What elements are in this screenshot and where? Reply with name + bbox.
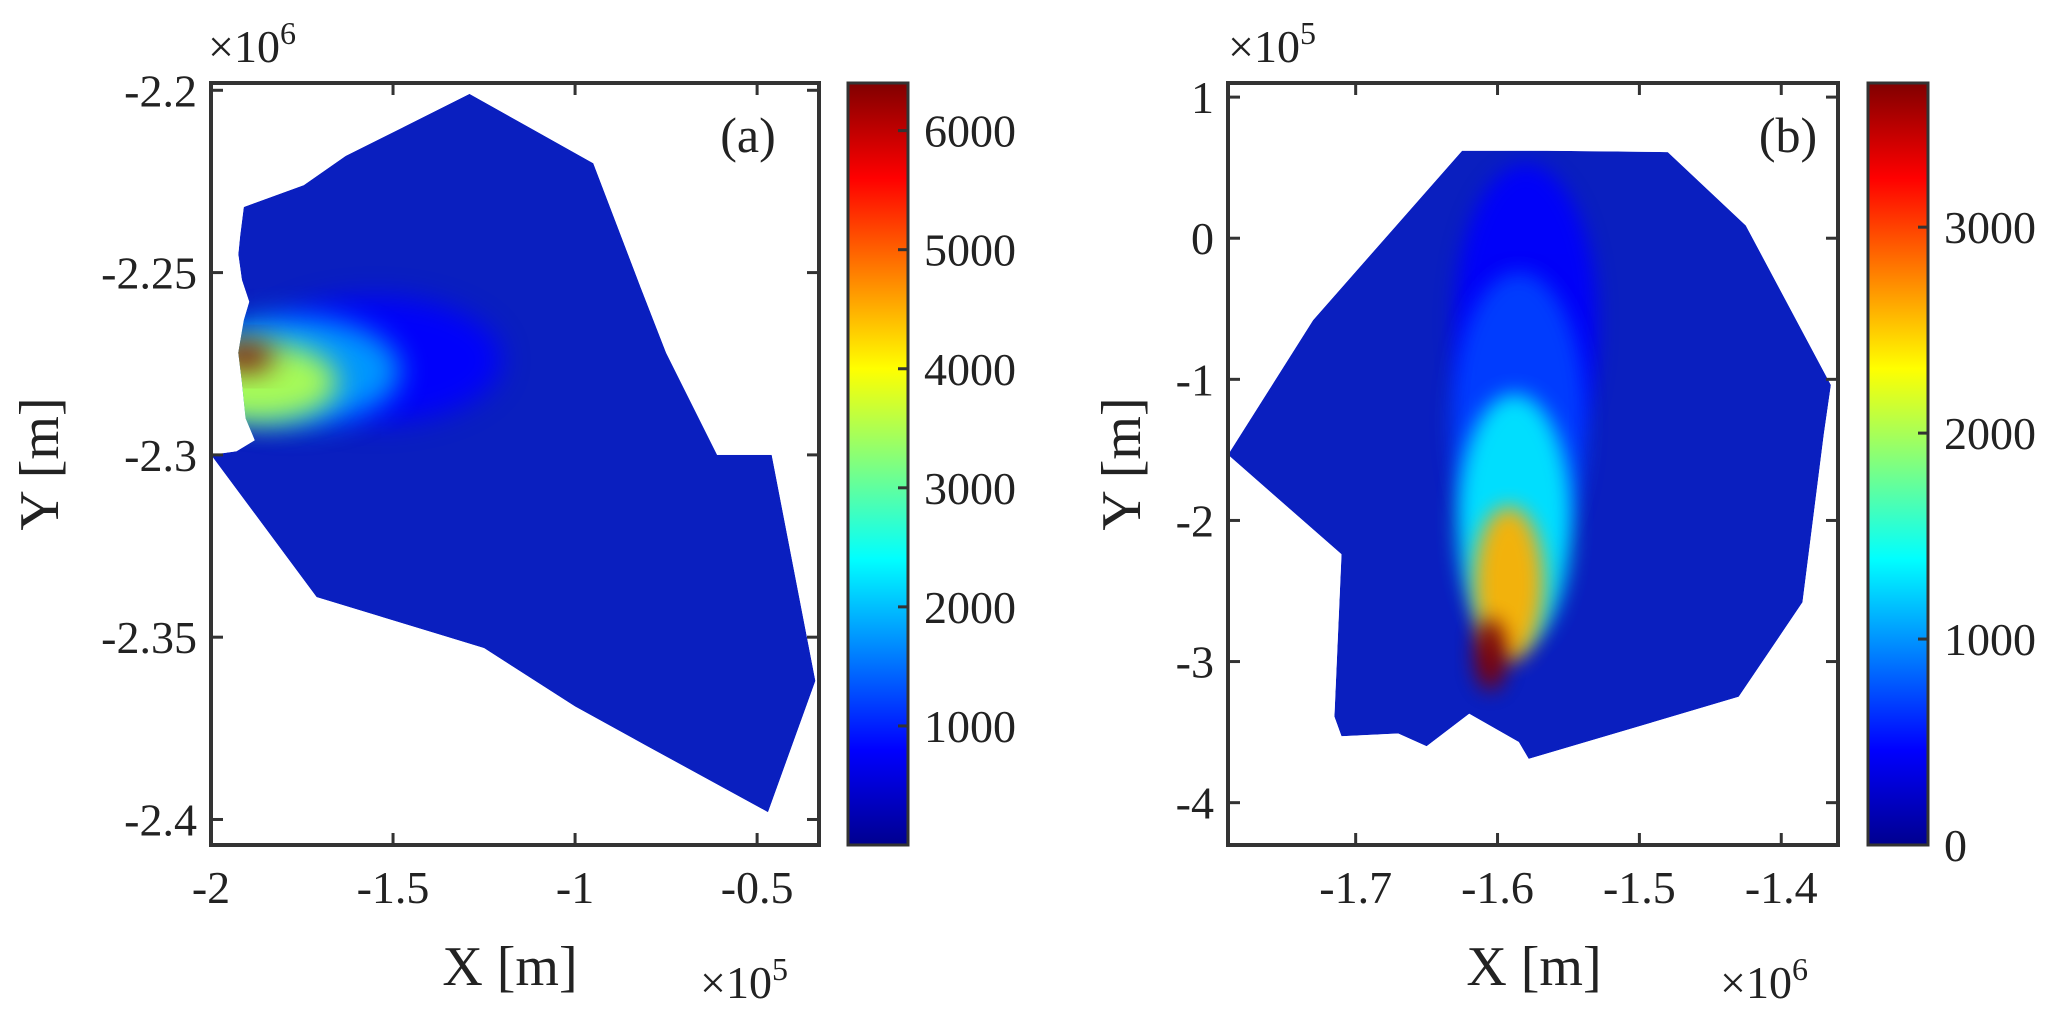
axes-a-ticks: -2 -1.5 -1 -0.5 -2.2 -2.25 -2.3 -2.35 -2.4 [101, 65, 819, 913]
panel-a-label: (a) [720, 107, 776, 163]
axes-b-xtick-label: -1.7 [1319, 862, 1392, 913]
colorbar-a-tick-label: 1000 [924, 701, 1016, 752]
axes-a-ytick-label: -2.4 [124, 794, 197, 845]
axes-a-ytick-label: -2.3 [124, 430, 197, 481]
axes-b-x-multiplier-base: ×10 [1720, 957, 1792, 1008]
colorbar-b: 0 1000 2000 3000 [1866, 81, 2036, 871]
axes-b-ytick-label: 1 [1191, 72, 1214, 123]
axes-b-xtick-label: -1.4 [1745, 862, 1818, 913]
axes-b-ytick-label: -2 [1176, 495, 1214, 546]
axes-b-ytick-label: -1 [1176, 354, 1214, 405]
colorbar-b-tick-label: 1000 [1944, 614, 2036, 665]
heatmap-a-hotspot [216, 342, 275, 371]
axes-b-x-multiplier-exp: 6 [1792, 951, 1808, 987]
axes-a-ytick-label: -2.35 [101, 612, 197, 663]
axes-b-ytick-label: -3 [1176, 637, 1214, 688]
panel-b: -1.7 -1.6 -1.5 -1.4 1 0 -1 -2 -3 -4 (b) X [m] Y [… [1091, 15, 2036, 1008]
axes-b-xlabel: X [m] [1466, 936, 1601, 998]
colorbar-a-tick-label: 2000 [924, 582, 1016, 633]
colorbar-b-tick-label: 0 [1944, 820, 1967, 871]
axes-b-xtick-label: -1.6 [1461, 862, 1534, 913]
axes-b-y-multiplier-base: ×10 [1228, 21, 1300, 72]
heatmap-b [1228, 150, 1831, 759]
colorbar-b-ticks: 0 1000 2000 3000 [1918, 202, 2036, 871]
axes-a-x-multiplier-base: ×10 [700, 957, 772, 1008]
axes-a-x-multiplier: ×105 [700, 951, 788, 1008]
axes-a-xtick-label: -0.5 [721, 862, 794, 913]
axes-a-y-multiplier-exp: 6 [280, 15, 296, 51]
axes-a-xtick-label: -1 [556, 862, 594, 913]
axes-b-y-multiplier: ×105 [1228, 15, 1316, 72]
axes-a-y-multiplier: ×106 [208, 15, 296, 72]
colorbar-a-tick-label: 4000 [924, 344, 1016, 395]
axes-b-ytick-label: -4 [1176, 778, 1214, 829]
heatmap-a [211, 93, 816, 813]
colorbar-b-tick-label: 2000 [1944, 408, 2036, 459]
heatmap-b-hotspots [1451, 163, 1598, 691]
axes-a-y-multiplier-base: ×10 [208, 21, 280, 72]
axes-b-ticks: -1.7 -1.6 -1.5 -1.4 1 0 -1 -2 -3 -4 [1176, 72, 1838, 913]
axes-a-ytick-label: -2.2 [124, 65, 197, 116]
axes-b-x-multiplier: ×106 [1720, 951, 1808, 1008]
colorbar-a-gradient [846, 81, 910, 847]
colorbar-a-ticks: 1000 2000 3000 4000 5000 6000 [898, 106, 1016, 752]
axes-a-xlabel: X [m] [442, 936, 577, 998]
axes-a-ylabel: Y [m] [9, 397, 71, 530]
colorbar-a-tick-label: 5000 [924, 225, 1016, 276]
heatmap-a-hotspots [211, 296, 502, 426]
colorbar-b-tick-label: 3000 [1944, 202, 2036, 253]
panel-b-label: (b) [1759, 107, 1817, 163]
colorbar-a: 1000 2000 3000 4000 5000 6000 [846, 81, 1016, 847]
axes-a-xtick-label: -2 [192, 862, 230, 913]
axes-b-xtick-label: -1.5 [1603, 862, 1676, 913]
axes-b-ytick-label: 0 [1191, 213, 1214, 264]
heatmap-b-hotspot [1474, 618, 1507, 691]
axes-a-x-multiplier-exp: 5 [772, 951, 788, 987]
axes-a-ytick-label: -2.25 [101, 248, 197, 299]
axes-b-frame [1226, 81, 1840, 847]
axes-b-ylabel: Y [m] [1091, 397, 1153, 530]
colorbar-a-tick-label: 6000 [924, 106, 1016, 157]
axes-a-frame [209, 81, 821, 847]
heatmap-a-domain [211, 93, 816, 813]
colorbar-b-gradient [1866, 81, 1930, 847]
axes-b-y-multiplier-exp: 5 [1300, 15, 1316, 51]
colorbar-a-tick-label: 3000 [924, 463, 1016, 514]
axes-a-xtick-label: -1.5 [357, 862, 430, 913]
panel-a: -2 -1.5 -1 -0.5 -2.2 -2.25 -2.3 -2.35 -2.4 (a) X… [9, 15, 1016, 1008]
